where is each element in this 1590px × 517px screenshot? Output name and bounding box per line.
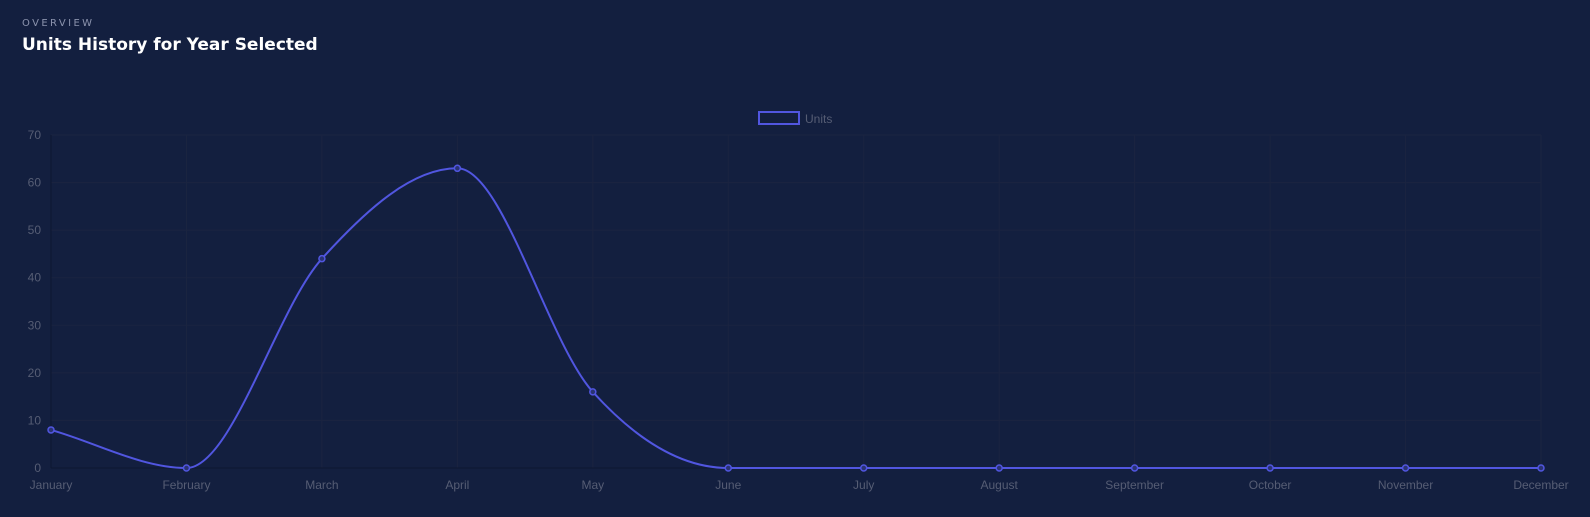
x-tick-label: September (1105, 478, 1164, 492)
section-eyebrow: OVERVIEW (22, 18, 95, 29)
x-tick-label: March (305, 478, 338, 492)
chart-header: OVERVIEW Units History for Year Selected (22, 18, 318, 55)
y-tick-label: 60 (28, 176, 42, 190)
x-tick-label: April (445, 478, 469, 492)
data-point (589, 388, 597, 396)
x-tick-label: May (581, 478, 604, 492)
x-tick-label: June (715, 478, 741, 492)
y-tick-label: 20 (28, 366, 42, 380)
data-point (182, 464, 191, 472)
data-point (1266, 464, 1274, 472)
data-point (1401, 464, 1410, 472)
x-tick-label: February (162, 478, 210, 492)
y-tick-label: 50 (28, 223, 42, 237)
x-tick-label: October (1249, 478, 1292, 492)
x-tick-label: January (30, 478, 73, 492)
series-line-units (50, 167, 1541, 470)
data-point (453, 164, 462, 173)
x-tick-label: December (1513, 478, 1568, 492)
x-tick-label: August (981, 478, 1019, 492)
chart-title: Units History for Year Selected (22, 35, 318, 55)
x-tick-label: July (853, 478, 874, 492)
legend-label-units: Units (805, 112, 832, 126)
data-point (724, 464, 733, 472)
legend-swatch-units (758, 111, 800, 125)
data-point (1537, 464, 1545, 472)
y-tick-label: 0 (34, 461, 41, 475)
y-tick-label: 30 (28, 318, 42, 332)
y-tick-label: 40 (28, 271, 42, 285)
y-tick-label: 10 (28, 413, 42, 427)
data-point (1130, 464, 1139, 472)
data-point (859, 464, 868, 472)
y-tick-label: 70 (28, 128, 42, 142)
data-point (318, 254, 326, 263)
x-tick-label: November (1378, 478, 1433, 492)
data-point (47, 426, 55, 434)
data-point (995, 464, 1003, 472)
